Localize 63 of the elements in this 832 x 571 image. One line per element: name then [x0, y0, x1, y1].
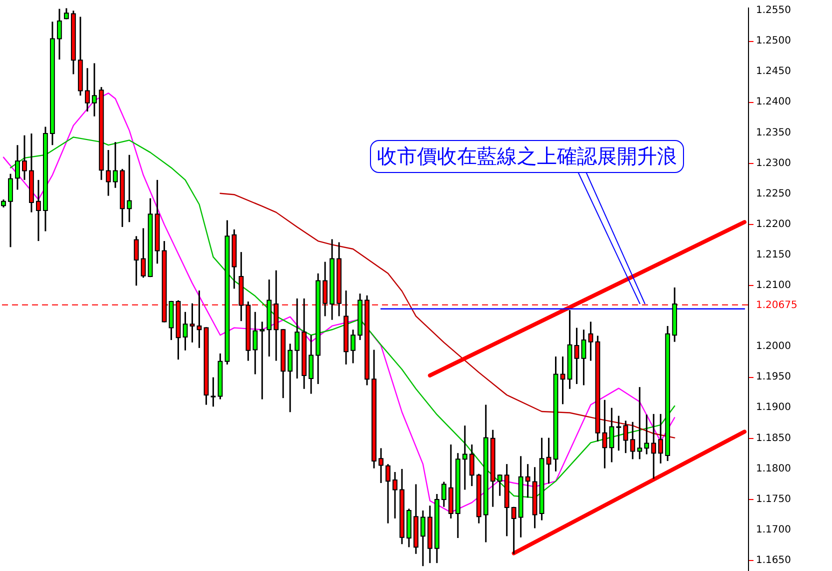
y-tick-label: 1.2300: [756, 158, 791, 169]
candlestick: [140, 227, 146, 278]
y-tick-label: 1.1700: [756, 524, 791, 536]
candlestick: [294, 298, 300, 380]
candlestick: [546, 437, 552, 484]
candlestick: [126, 154, 132, 223]
candlestick: [609, 407, 614, 463]
y-tick-label: 1.1800: [756, 463, 791, 474]
candlestick: [260, 320, 265, 400]
candlestick: [637, 386, 642, 460]
y-tick-label: 1.2150: [756, 249, 791, 260]
candlestick: [602, 399, 608, 470]
ref-line-label: 1.20675: [756, 300, 798, 311]
y-tick-label: 1.2200: [756, 218, 791, 230]
candlestick: [378, 447, 384, 484]
y-tick-label: 1.2350: [756, 127, 791, 138]
candlestick: [560, 356, 566, 405]
annotation: 收市價收在藍線之上確認展開升浪: [370, 140, 684, 173]
candlestick: [84, 67, 90, 112]
candlestick: [56, 8, 62, 60]
y-tick-label: 1.2550: [756, 5, 791, 16]
y-tick-label: 1.2450: [756, 66, 791, 78]
candlestick: [8, 173, 13, 248]
candlestick: [36, 179, 41, 242]
candlestick: [288, 342, 293, 413]
candlestick: [15, 144, 20, 190]
y-tick-label: 1.1650: [756, 555, 791, 566]
candlestick: [134, 235, 139, 286]
candlestick: [630, 421, 636, 460]
line-series: [220, 192, 676, 438]
candlestick: [420, 510, 426, 567]
candlestick: [658, 413, 664, 464]
y-tick-label: 1.2000: [756, 341, 791, 352]
candlestick: [22, 134, 27, 181]
candlestick: [441, 481, 446, 508]
candlestick: [350, 328, 356, 364]
candlestick: [92, 62, 97, 118]
y-tick-label: 1.1850: [756, 432, 791, 444]
candlestick: [112, 141, 118, 189]
candlestick: [525, 463, 530, 498]
candlestick: [252, 311, 258, 375]
candlestick: [462, 424, 468, 490]
candlestick: [386, 463, 390, 524]
candlestick: [588, 320, 594, 362]
candlestick: [182, 311, 188, 352]
y-tick-label: 1.1900: [756, 402, 791, 414]
candlestick: [581, 328, 586, 386]
candlestick: [574, 327, 580, 385]
candlestick: [497, 474, 502, 497]
y-tick-label: 1.2500: [756, 36, 791, 47]
y-tick-label: 1.2100: [756, 280, 791, 292]
y-tick-label: 1.1750: [756, 494, 791, 505]
candlestick: [308, 334, 314, 395]
candlestick: [623, 420, 628, 454]
candlestick: [210, 376, 216, 408]
candlestick: [392, 471, 398, 520]
candlestick: [469, 444, 474, 487]
candlestick: [106, 149, 111, 197]
y-tick-label: 1.2250: [756, 188, 791, 200]
y-tick-label: 1.1950: [756, 372, 791, 383]
y-tick-label: 1.2400: [756, 96, 791, 108]
candlestick: [644, 414, 650, 456]
candlestick: [616, 415, 622, 452]
